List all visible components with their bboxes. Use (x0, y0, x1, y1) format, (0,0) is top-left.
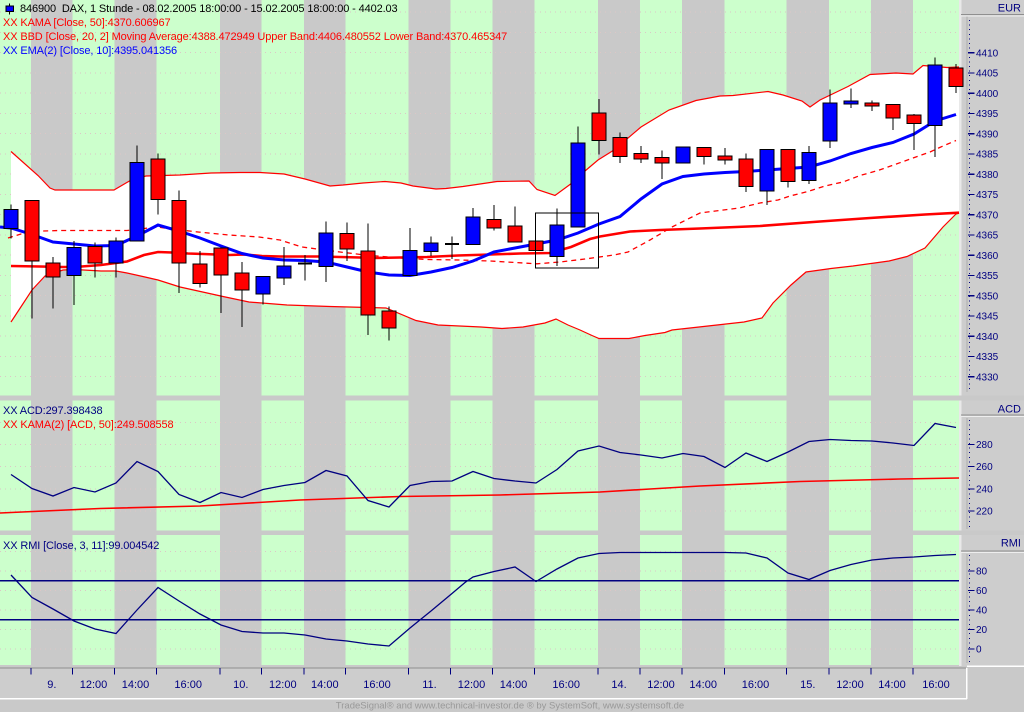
svg-text:14.: 14. (611, 679, 626, 691)
svg-text:4400: 4400 (976, 89, 999, 100)
svg-text:4365: 4365 (976, 231, 999, 242)
svg-text:4375: 4375 (976, 190, 999, 201)
svg-text:16:00: 16:00 (742, 679, 770, 691)
svg-text:16:00: 16:00 (363, 679, 391, 691)
svg-text:15.: 15. (800, 679, 815, 691)
svg-text:12:00: 12:00 (80, 679, 108, 691)
svg-text:14:00: 14:00 (878, 679, 906, 691)
svg-text:4390: 4390 (976, 129, 999, 140)
svg-text:XX ACD:297.398438: XX ACD:297.398438 (3, 405, 102, 417)
svg-text:4370: 4370 (976, 210, 999, 221)
svg-text:4385: 4385 (976, 150, 999, 161)
svg-text:40: 40 (976, 606, 988, 617)
svg-text:260: 260 (976, 462, 993, 473)
svg-text:4395: 4395 (976, 109, 999, 120)
svg-text:14:00: 14:00 (689, 679, 717, 691)
svg-text:4410: 4410 (976, 48, 999, 59)
svg-text:XX EMA(2) [Close, 10]:4395.041: XX EMA(2) [Close, 10]:4395.041356 (3, 45, 177, 57)
svg-text:4380: 4380 (976, 170, 999, 181)
svg-text:TradeSignal® and www.technical: TradeSignal® and www.technical-investor.… (336, 701, 684, 712)
svg-text:9.: 9. (47, 679, 56, 691)
svg-text:16:00: 16:00 (552, 679, 580, 691)
svg-text:14:00: 14:00 (122, 679, 150, 691)
svg-text:4330: 4330 (976, 372, 999, 383)
svg-text:10.: 10. (233, 679, 248, 691)
svg-text:12:00: 12:00 (458, 679, 486, 691)
svg-text:80: 80 (976, 567, 988, 578)
svg-text:14:00: 14:00 (311, 679, 339, 691)
svg-text:280: 280 (976, 440, 993, 451)
svg-text:20: 20 (976, 625, 988, 636)
svg-text:4405: 4405 (976, 69, 999, 80)
svg-text:16:00: 16:00 (174, 679, 202, 691)
svg-text:ACD: ACD (998, 404, 1021, 416)
svg-text:4360: 4360 (976, 251, 999, 262)
svg-text:XX KAMA [Close, 50]:4370.60696: XX KAMA [Close, 50]:4370.606967 (3, 17, 171, 29)
svg-text:12:00: 12:00 (647, 679, 675, 691)
svg-text:220: 220 (976, 507, 993, 518)
svg-text:4340: 4340 (976, 332, 999, 343)
svg-text:4355: 4355 (976, 271, 999, 282)
svg-text:XX BBD [Close, 20, 2] Moving A: XX BBD [Close, 20, 2] Moving Average:438… (3, 31, 507, 43)
svg-text:14:00: 14:00 (500, 679, 528, 691)
svg-text:4345: 4345 (976, 312, 999, 323)
svg-text:12:00: 12:00 (269, 679, 297, 691)
svg-text:11.: 11. (422, 679, 436, 691)
svg-text:4350: 4350 (976, 291, 999, 302)
svg-text:16:00: 16:00 (922, 679, 950, 691)
svg-text:846900 DAX, 1 Stunde - 08.02.: 846900 DAX, 1 Stunde - 08.02.2005 18:00:… (20, 3, 398, 15)
svg-text:XX KAMA(2) [ACD, 50]:249.50855: XX KAMA(2) [ACD, 50]:249.508558 (3, 419, 174, 431)
svg-text:240: 240 (976, 485, 993, 496)
svg-text:XX RMI [Close, 3, 11]:99.00454: XX RMI [Close, 3, 11]:99.004542 (3, 540, 159, 552)
svg-text:RMI: RMI (1001, 538, 1021, 550)
svg-text:60: 60 (976, 586, 988, 597)
svg-text:4335: 4335 (976, 352, 999, 363)
svg-text:EUR: EUR (998, 3, 1021, 15)
svg-text:0: 0 (976, 645, 982, 656)
svg-text:12:00: 12:00 (836, 679, 864, 691)
